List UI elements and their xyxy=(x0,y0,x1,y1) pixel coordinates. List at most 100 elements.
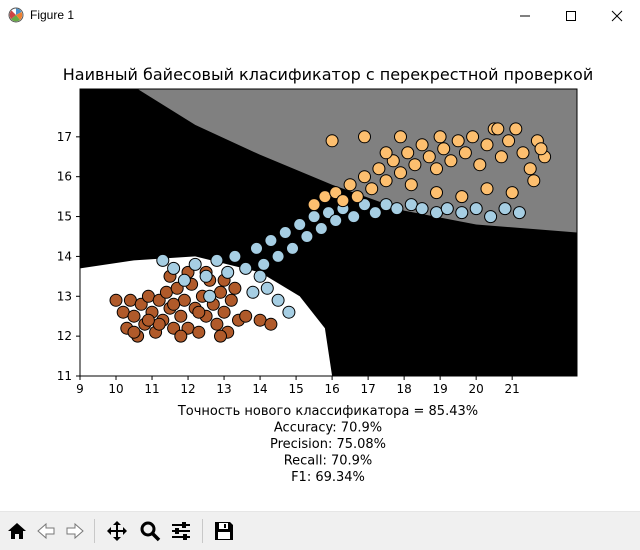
data-point xyxy=(152,293,166,307)
data-points xyxy=(109,122,552,343)
data-point xyxy=(455,190,469,204)
window-title: Figure 1 xyxy=(30,8,75,22)
y-tick-label: 15 xyxy=(57,210,72,224)
data-point xyxy=(372,162,386,176)
zoom-button[interactable] xyxy=(137,518,163,544)
data-point xyxy=(282,305,296,319)
x-tick-label: 13 xyxy=(216,382,231,396)
save-button[interactable] xyxy=(211,518,237,544)
data-point xyxy=(350,190,364,204)
data-point xyxy=(451,134,465,148)
scatter-chart: Наивный байесовый класификатор с перекре… xyxy=(57,65,594,485)
matplotlib-icon xyxy=(8,7,24,23)
data-point xyxy=(509,122,523,136)
figure-canvas[interactable]: Наивный байесовый класификатор с перекре… xyxy=(0,31,640,511)
x-axis-label-line: Accuracy: 70.9% xyxy=(274,421,382,436)
toolbar-separator xyxy=(94,519,95,543)
data-point xyxy=(246,285,260,299)
data-point xyxy=(203,289,217,303)
data-point xyxy=(480,182,494,196)
data-point xyxy=(159,285,173,299)
data-point xyxy=(224,293,238,307)
x-tick-label: 18 xyxy=(396,382,411,396)
configure-subplots-button[interactable] xyxy=(168,518,194,544)
data-point xyxy=(437,142,451,156)
data-point xyxy=(415,202,429,216)
data-point xyxy=(458,146,472,160)
data-point xyxy=(307,198,321,212)
data-point xyxy=(455,206,469,220)
data-point xyxy=(329,214,343,227)
x-tick-label: 10 xyxy=(108,382,123,396)
data-point xyxy=(286,241,299,255)
data-point xyxy=(347,210,361,224)
magnifier-icon xyxy=(140,521,161,542)
title-bar: Figure 1 xyxy=(0,0,640,31)
x-tick-label: 17 xyxy=(360,382,375,396)
data-point xyxy=(170,281,184,295)
data-point xyxy=(228,249,242,263)
data-point xyxy=(469,202,483,216)
data-point xyxy=(512,206,526,220)
data-point xyxy=(422,150,436,164)
data-point xyxy=(358,170,371,184)
home-button[interactable] xyxy=(4,518,30,544)
data-point xyxy=(253,313,267,327)
data-point xyxy=(444,154,458,168)
pan-button[interactable] xyxy=(104,518,130,544)
back-button[interactable] xyxy=(33,518,59,544)
home-icon xyxy=(8,523,26,539)
data-point xyxy=(534,142,548,156)
data-point xyxy=(480,138,494,152)
data-point xyxy=(210,253,224,267)
data-point xyxy=(430,206,443,220)
close-button[interactable] xyxy=(594,0,640,31)
data-point xyxy=(394,130,407,144)
plot-frame xyxy=(79,88,578,377)
data-point xyxy=(199,269,213,283)
data-point xyxy=(228,281,242,295)
x-tick-label: 19 xyxy=(433,382,448,396)
forward-button[interactable] xyxy=(62,518,88,544)
data-point xyxy=(271,249,285,263)
data-point xyxy=(415,138,429,152)
x-tick-label: 12 xyxy=(180,382,195,396)
x-tick-label: 14 xyxy=(252,382,267,396)
data-point xyxy=(430,162,443,176)
y-tick-label: 11 xyxy=(57,369,72,383)
x-axis-label: Точность нового классификатора = 85.43% A… xyxy=(177,404,478,485)
data-point xyxy=(177,293,191,307)
y-tick-label: 12 xyxy=(57,329,72,343)
data-point xyxy=(278,226,292,239)
data-point xyxy=(394,166,407,180)
data-point xyxy=(318,190,332,204)
y-axis: 11 12 13 14 15 16 17 xyxy=(57,130,80,383)
minimize-button[interactable] xyxy=(502,0,548,31)
maximize-icon xyxy=(566,10,576,21)
y-tick-label: 13 xyxy=(57,289,72,303)
data-point xyxy=(314,222,328,235)
data-point xyxy=(336,194,350,208)
data-point xyxy=(491,122,505,136)
data-point xyxy=(307,210,321,224)
close-icon xyxy=(611,10,623,21)
x-axis-label-line: F1: 69.34% xyxy=(291,470,365,485)
maximize-button[interactable] xyxy=(548,0,594,31)
data-point xyxy=(123,293,137,307)
move-icon xyxy=(107,521,127,541)
data-point xyxy=(177,273,191,287)
data-point xyxy=(358,198,371,212)
x-tick-label: 15 xyxy=(288,382,303,396)
data-point xyxy=(257,257,271,271)
data-point xyxy=(192,325,206,339)
data-point xyxy=(174,309,188,323)
data-point xyxy=(466,130,480,144)
data-point xyxy=(379,174,393,188)
data-point xyxy=(167,297,181,311)
data-point xyxy=(401,146,415,160)
data-point xyxy=(440,202,454,216)
navigation-toolbar xyxy=(0,511,640,550)
data-point xyxy=(523,162,537,176)
chart-title: Наивный байесовый класификатор с перекре… xyxy=(63,65,593,84)
data-point xyxy=(253,269,267,283)
